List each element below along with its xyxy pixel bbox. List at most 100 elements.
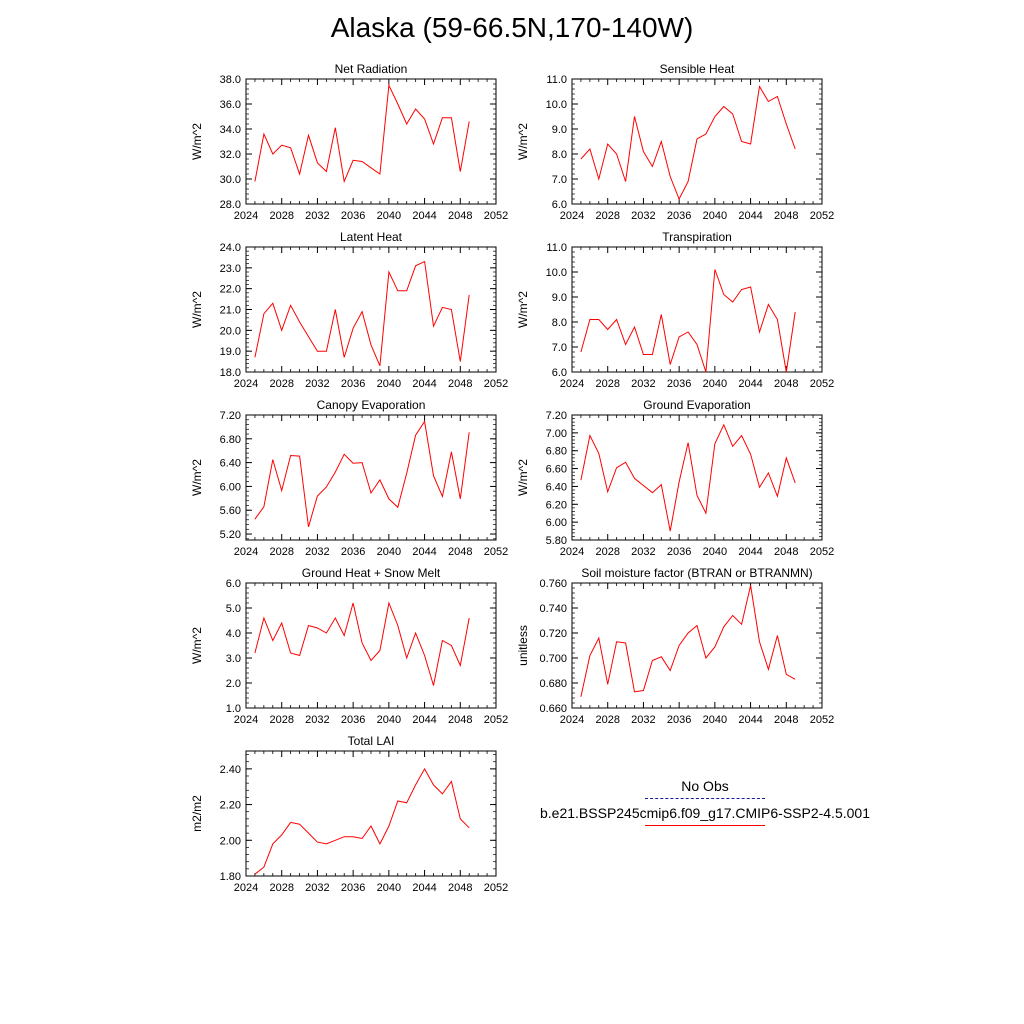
y-tick-label: 6.20 [546, 499, 567, 511]
x-tick-label: 2044 [412, 714, 436, 726]
y-tick-label: 6.00 [220, 481, 241, 493]
x-tick-label: 2052 [810, 546, 834, 558]
plot-title: Ground Evaporation [643, 398, 750, 412]
y-tick-label: 2.20 [220, 800, 241, 812]
plot-title: Transpiration [662, 230, 732, 244]
y-tick-label: 3.0 [226, 653, 241, 665]
x-tick-label: 2040 [703, 546, 727, 558]
y-tick-label: 1.0 [226, 703, 241, 715]
y-tick-label: 24.0 [220, 242, 241, 254]
x-tick-label: 2028 [595, 210, 619, 222]
y-tick-label: 1.80 [220, 871, 241, 883]
series-line [254, 601, 470, 686]
y-tick-label: 6.60 [546, 464, 567, 476]
x-tick-label: 2040 [377, 882, 401, 894]
y-tick-label: 6.80 [546, 446, 567, 458]
x-tick-label: 2052 [810, 714, 834, 726]
y-tick-label: 10.0 [546, 267, 567, 279]
series-line [580, 423, 796, 532]
x-tick-label: 2052 [484, 378, 508, 390]
x-tick-label: 2028 [269, 714, 293, 726]
y-tick-label: 9.0 [552, 292, 567, 304]
y-tick-label: 2.40 [220, 764, 241, 776]
x-tick-label: 2032 [631, 378, 655, 390]
y-tick-label: 10.0 [546, 99, 567, 111]
x-tick-label: 2036 [341, 546, 365, 558]
y-tick-label: 30.0 [220, 174, 241, 186]
series-line [254, 260, 470, 366]
y-tick-label: 38.0 [220, 74, 241, 86]
y-axis-label: W/m^2 [516, 291, 530, 328]
series-line [254, 83, 470, 184]
x-tick-label: 2024 [234, 882, 258, 894]
x-tick-label: 2036 [341, 378, 365, 390]
y-tick-label: 6.40 [546, 481, 567, 493]
plot-title: Total LAI [348, 734, 395, 748]
plot-frame [571, 246, 823, 373]
x-tick-label: 2044 [412, 378, 436, 390]
plot-title: Ground Heat + Snow Melt [302, 566, 441, 580]
chart-panel: Net Radiation W/m^2 2024 2028 2032 2036 2040 20… [190, 62, 508, 222]
plot-title: Net Radiation [335, 62, 408, 76]
y-tick-label: 6.40 [220, 458, 241, 470]
x-tick-label: 2024 [234, 714, 258, 726]
series-line [254, 420, 470, 528]
x-tick-label: 2036 [341, 210, 365, 222]
series-line [254, 767, 470, 875]
x-tick-label: 2044 [738, 546, 762, 558]
series-line [580, 85, 796, 201]
chart-panel: Ground Evaporation W/m^2 2024 2028 2032 2036 2… [516, 398, 834, 558]
y-axis-label: W/m^2 [190, 459, 204, 496]
y-axis-label: W/m^2 [516, 123, 530, 160]
x-tick-label: 2028 [595, 546, 619, 558]
chart-panel: Latent Heat W/m^2 2024 2028 2032 2036 2040 2044… [190, 230, 508, 390]
x-tick-label: 2028 [595, 714, 619, 726]
x-tick-label: 2044 [738, 714, 762, 726]
chart-panel: Total LAI m2/m2 2024 2028 2032 2036 2040 2044 20… [190, 734, 508, 894]
y-tick-label: 7.20 [220, 410, 241, 422]
x-tick-label: 2036 [341, 882, 365, 894]
y-tick-label: 28.0 [220, 199, 241, 211]
plot-title: Latent Heat [340, 230, 403, 244]
plot-title: Canopy Evaporation [317, 398, 426, 412]
chart-panel: Soil moisture factor (BTRAN or BTRANMN) u… [516, 566, 834, 726]
x-tick-label: 2036 [667, 546, 691, 558]
y-tick-label: 9.0 [552, 124, 567, 136]
x-tick-label: 2048 [448, 714, 472, 726]
chart-panel: Canopy Evaporation W/m^2 2024 2028 2032 2036 2… [190, 398, 508, 558]
y-tick-label: 5.20 [220, 529, 241, 541]
x-tick-label: 2044 [412, 210, 436, 222]
y-axis-label: W/m^2 [190, 291, 204, 328]
y-tick-label: 7.20 [546, 410, 567, 422]
y-tick-label: 21.0 [220, 305, 241, 317]
x-tick-label: 2048 [774, 210, 798, 222]
y-axis-label: W/m^2 [516, 459, 530, 496]
y-tick-label: 34.0 [220, 124, 241, 136]
y-tick-label: 19.0 [220, 346, 241, 358]
plot-title: Soil moisture factor (BTRAN or BTRANMN) [581, 566, 812, 580]
x-tick-label: 2024 [560, 714, 584, 726]
y-tick-label: 0.700 [539, 653, 567, 665]
y-axis-label: m2/m2 [190, 795, 204, 832]
series-line [580, 585, 796, 697]
x-tick-label: 2036 [341, 714, 365, 726]
legend-model-label: b.e21.BSSP245cmip6.f09_g17.CMIP6-SSP2-4.… [540, 805, 870, 821]
y-tick-label: 6.00 [546, 517, 567, 529]
y-tick-label: 11.0 [546, 242, 567, 254]
legend: No Obs b.e21.BSSP245cmip6.f09_g17.CMIP6-… [530, 778, 880, 832]
y-tick-label: 0.760 [539, 578, 567, 590]
y-tick-label: 6.0 [552, 199, 567, 211]
y-tick-label: 6.80 [220, 434, 241, 446]
y-tick-label: 8.0 [552, 149, 567, 161]
y-tick-label: 32.0 [220, 149, 241, 161]
y-tick-label: 4.0 [226, 628, 241, 640]
x-tick-label: 2044 [738, 378, 762, 390]
plot-frame [571, 78, 823, 205]
y-tick-label: 7.0 [552, 174, 567, 186]
plot-frame [245, 414, 497, 541]
plot-frame [571, 414, 823, 541]
y-tick-label: 5.0 [226, 603, 241, 615]
x-tick-label: 2048 [448, 378, 472, 390]
x-tick-label: 2028 [269, 882, 293, 894]
